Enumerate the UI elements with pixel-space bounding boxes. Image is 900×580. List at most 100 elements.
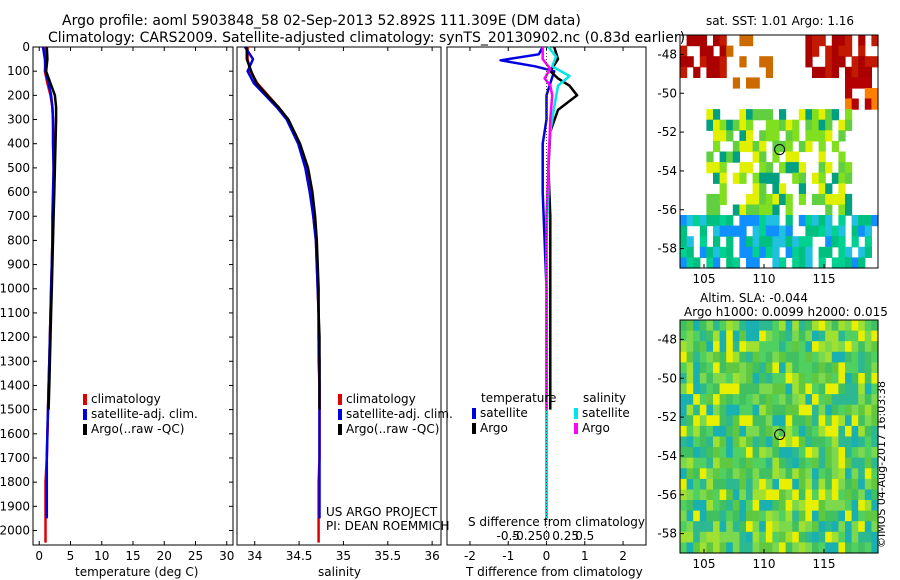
sla_map-cell <box>759 510 767 522</box>
sla_map-cell <box>752 404 760 416</box>
sla_map-cell <box>680 351 688 363</box>
sla_map-cell <box>812 320 820 332</box>
sla_map-cell <box>851 351 859 363</box>
difference-t-legend-label: Argo <box>480 421 508 435</box>
sla_map-cell <box>798 330 806 342</box>
sla_map-cell <box>732 436 740 448</box>
sst_map-cell <box>719 119 727 131</box>
temperature-xlabel: temperature (deg C) <box>75 565 199 579</box>
sst_map-cell <box>864 215 872 227</box>
sla_map-cell <box>864 531 872 543</box>
sla_map-cell <box>680 330 688 342</box>
sst_map-cell <box>831 66 839 78</box>
sst_map-cell <box>739 130 747 142</box>
sla_map-cell <box>699 468 707 480</box>
sst_map-cell <box>838 225 846 237</box>
project-pi: PI: DEAN ROEMMICH <box>326 519 450 533</box>
sla_map-cell <box>680 457 688 469</box>
sla_map-cell <box>838 320 846 332</box>
sla_map-cell <box>713 394 721 406</box>
sst_map-cell <box>726 45 734 57</box>
sla_map-cell <box>798 425 806 438</box>
sla_map-cell <box>818 425 826 438</box>
sla_map-cell <box>838 531 846 543</box>
sla_map-cell <box>772 320 780 332</box>
sla_map-cell <box>765 457 773 469</box>
sla_map-cell <box>805 320 813 332</box>
sst_map-cell <box>746 35 754 47</box>
sla_map-cell <box>785 404 793 416</box>
sla_map-cell <box>739 330 747 342</box>
sla_map-cell <box>871 383 879 395</box>
sst_map-cell <box>732 172 740 184</box>
sla_map-cell <box>746 436 754 448</box>
temperature-xtick-label: 25 <box>188 549 203 563</box>
sst_map-cell <box>792 119 800 131</box>
sla_map-cell <box>699 373 707 385</box>
sla_map-cell <box>864 447 872 459</box>
sla_map-cell <box>719 394 727 406</box>
sla_map-cell <box>706 478 714 491</box>
sla_map-cell <box>706 425 714 438</box>
sla_map-cell <box>818 373 826 385</box>
sla_map-cell <box>713 521 721 533</box>
sst_map-cell <box>858 45 866 57</box>
sst_map-cell <box>845 257 853 269</box>
sla_map-cell <box>851 415 859 427</box>
sla_map-cell <box>831 510 839 522</box>
sla_map-cell <box>812 351 820 363</box>
sst_map-cell <box>825 162 833 174</box>
sla_map-cell <box>759 320 767 332</box>
sst_map-ytick-label: -56 <box>657 203 677 217</box>
sla_map-cell <box>845 330 853 342</box>
sla_map-cell <box>845 489 853 501</box>
sst_map-cell <box>686 35 694 47</box>
sla_map-cell <box>779 542 787 554</box>
sla_map-cell <box>693 457 701 469</box>
sst_map-cell <box>845 162 853 174</box>
sst_map-cell <box>719 215 727 227</box>
sst_map-cell <box>785 130 793 142</box>
sla_map-cell <box>851 542 859 554</box>
difference-t-legend-label: satellite <box>480 406 528 420</box>
sst_map-cell <box>746 257 754 269</box>
sla_map-cell <box>825 341 833 353</box>
sst_map-cell <box>772 225 780 237</box>
sla_map-cell <box>752 489 760 501</box>
sla_map-cell <box>719 489 727 501</box>
temperature-ytick-label: 800 <box>7 233 30 247</box>
sla_map-cell <box>805 373 813 385</box>
sla_map-cell <box>845 510 853 522</box>
sst_map-cell <box>739 172 747 184</box>
sla_map-cell <box>825 531 833 543</box>
sla_map-cell <box>792 468 800 480</box>
sla_map-cell <box>812 341 820 353</box>
sla_map-cell <box>864 362 872 374</box>
sla_map-cell <box>818 383 826 395</box>
sla_map-cell <box>706 500 714 512</box>
sla_map-cell <box>871 425 879 438</box>
sla_map-cell <box>785 521 793 533</box>
sla_map-cell <box>726 542 734 554</box>
sla_map-cell <box>699 478 707 491</box>
sst_map-cell <box>818 109 826 121</box>
sla_map-cell <box>719 362 727 374</box>
sst_map-field <box>680 35 879 269</box>
sla_map-cell <box>680 542 688 554</box>
difference-s-tick-label: 0.5 <box>575 529 594 543</box>
sla_map-cell <box>732 373 740 385</box>
sla_map-cell <box>779 341 787 353</box>
sst_map-cell <box>739 140 747 153</box>
sla_map-cell <box>719 436 727 448</box>
sla_map-cell <box>706 542 714 554</box>
temperature-ytick-label: 1800 <box>0 475 30 489</box>
sla_map-cell <box>772 330 780 342</box>
sla_map-cell <box>825 320 833 332</box>
sst_map-cell <box>739 204 747 216</box>
difference-t-legend-swatch <box>472 408 476 419</box>
sst_map-cell <box>713 130 721 142</box>
sla_map-cell <box>858 404 866 416</box>
sst_map-cell <box>825 183 833 195</box>
sst_map-cell <box>825 119 833 131</box>
sla_map-cell <box>798 383 806 395</box>
